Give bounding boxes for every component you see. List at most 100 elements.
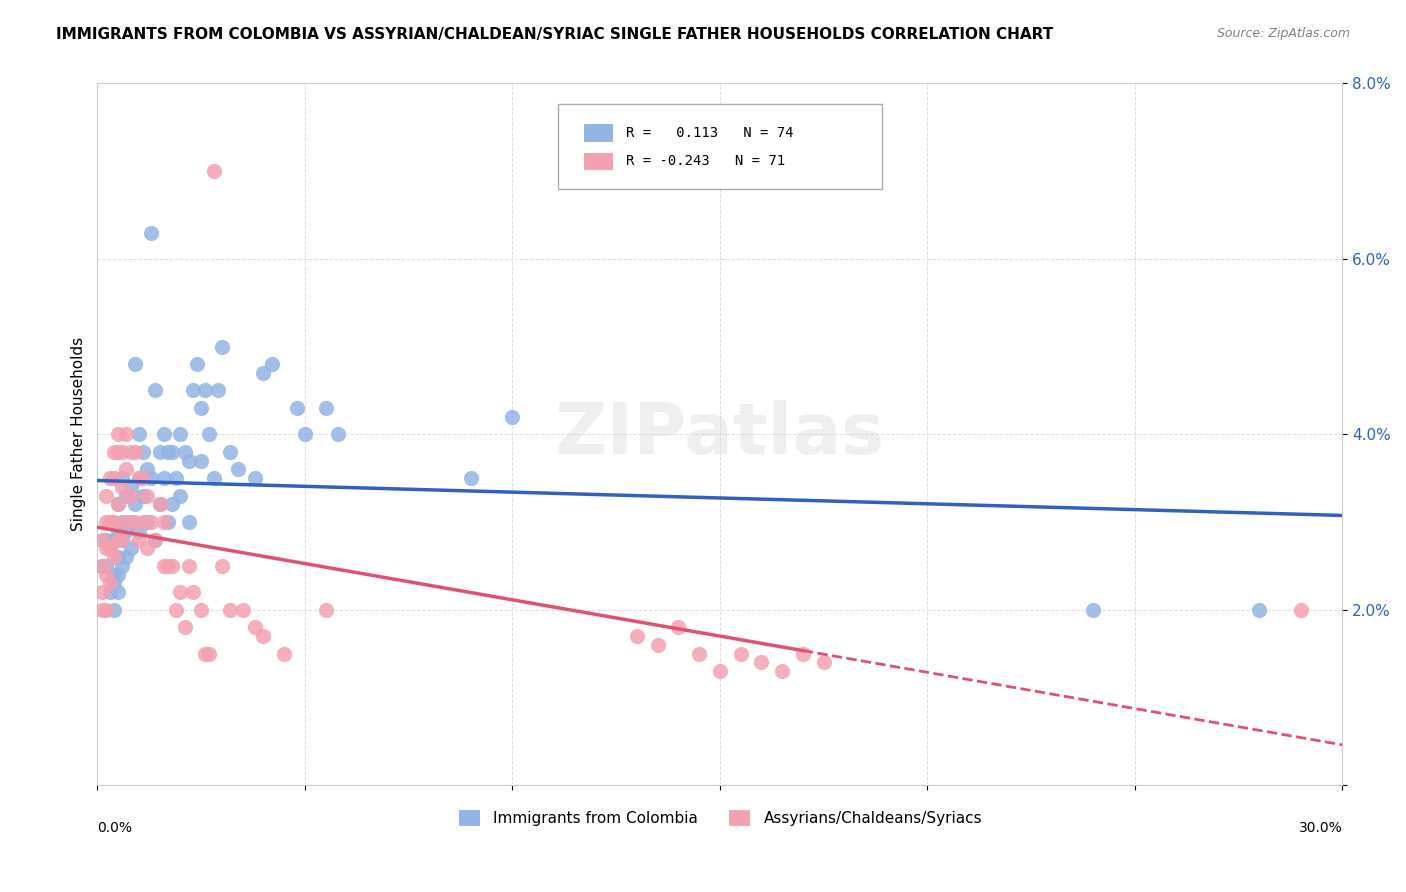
Text: ZIPatlas: ZIPatlas bbox=[555, 400, 884, 469]
Point bbox=[169, 585, 191, 599]
Point bbox=[98, 585, 121, 599]
Point bbox=[120, 445, 142, 459]
Point bbox=[103, 471, 125, 485]
Point bbox=[152, 427, 174, 442]
Point bbox=[136, 462, 159, 476]
Point bbox=[326, 427, 349, 442]
Point bbox=[156, 515, 179, 529]
Point bbox=[132, 445, 155, 459]
Point bbox=[149, 498, 172, 512]
Point bbox=[98, 576, 121, 591]
Point bbox=[94, 602, 117, 616]
Point bbox=[194, 384, 217, 398]
Point bbox=[94, 558, 117, 573]
Point bbox=[792, 647, 814, 661]
Point bbox=[169, 489, 191, 503]
Point bbox=[190, 453, 212, 467]
Point bbox=[128, 471, 150, 485]
Point bbox=[111, 533, 134, 547]
Point bbox=[198, 427, 221, 442]
Point bbox=[94, 489, 117, 503]
Point bbox=[90, 558, 112, 573]
Point bbox=[260, 357, 283, 371]
Point bbox=[94, 515, 117, 529]
Point bbox=[115, 427, 138, 442]
Point bbox=[1249, 602, 1271, 616]
Point bbox=[145, 533, 167, 547]
Point bbox=[107, 550, 129, 565]
Point bbox=[128, 533, 150, 547]
Point bbox=[115, 515, 138, 529]
Point bbox=[111, 480, 134, 494]
Point bbox=[132, 515, 155, 529]
Point bbox=[152, 558, 174, 573]
Point bbox=[190, 602, 212, 616]
Point bbox=[141, 226, 163, 240]
Point bbox=[666, 620, 689, 634]
Point bbox=[136, 515, 159, 529]
Point bbox=[145, 384, 167, 398]
Point bbox=[107, 533, 129, 547]
Point bbox=[115, 550, 138, 565]
Point bbox=[730, 647, 752, 661]
Point bbox=[181, 384, 204, 398]
Y-axis label: Single Father Households: Single Father Households bbox=[72, 337, 86, 532]
Point bbox=[232, 602, 254, 616]
Point bbox=[211, 558, 233, 573]
Point bbox=[181, 585, 204, 599]
Text: 0.0%: 0.0% bbox=[97, 821, 132, 835]
Point bbox=[136, 489, 159, 503]
Point bbox=[90, 533, 112, 547]
Point bbox=[173, 445, 195, 459]
Point bbox=[315, 401, 337, 415]
FancyBboxPatch shape bbox=[583, 152, 614, 171]
Point bbox=[90, 585, 112, 599]
Point bbox=[128, 524, 150, 538]
Point bbox=[243, 620, 266, 634]
Point bbox=[156, 445, 179, 459]
Point bbox=[194, 647, 217, 661]
Point bbox=[160, 445, 183, 459]
Point bbox=[165, 471, 187, 485]
Point bbox=[688, 647, 710, 661]
Point bbox=[94, 541, 117, 556]
Point bbox=[132, 489, 155, 503]
Point bbox=[219, 445, 242, 459]
Point bbox=[128, 427, 150, 442]
Point bbox=[202, 164, 225, 178]
Point bbox=[90, 558, 112, 573]
Point bbox=[647, 638, 669, 652]
Point bbox=[219, 602, 242, 616]
Point bbox=[111, 515, 134, 529]
Point bbox=[103, 602, 125, 616]
Point bbox=[160, 498, 183, 512]
Point bbox=[294, 427, 316, 442]
Point bbox=[94, 533, 117, 547]
Point bbox=[177, 558, 200, 573]
Point bbox=[107, 585, 129, 599]
Point bbox=[165, 602, 187, 616]
Point bbox=[813, 655, 835, 669]
Point bbox=[103, 533, 125, 547]
Text: 30.0%: 30.0% bbox=[1299, 821, 1343, 835]
Point bbox=[124, 498, 146, 512]
Point bbox=[98, 471, 121, 485]
Point bbox=[111, 445, 134, 459]
Text: Source: ZipAtlas.com: Source: ZipAtlas.com bbox=[1216, 27, 1350, 40]
Point bbox=[98, 541, 121, 556]
Point bbox=[173, 620, 195, 634]
Point bbox=[124, 515, 146, 529]
Point bbox=[198, 647, 221, 661]
Point bbox=[211, 340, 233, 354]
Point bbox=[115, 462, 138, 476]
Point bbox=[115, 524, 138, 538]
Point bbox=[124, 357, 146, 371]
Point bbox=[98, 541, 121, 556]
FancyBboxPatch shape bbox=[583, 123, 614, 143]
Point bbox=[243, 471, 266, 485]
Text: IMMIGRANTS FROM COLOMBIA VS ASSYRIAN/CHALDEAN/SYRIAC SINGLE FATHER HOUSEHOLDS CO: IMMIGRANTS FROM COLOMBIA VS ASSYRIAN/CHA… bbox=[56, 27, 1053, 42]
Point bbox=[169, 427, 191, 442]
Point bbox=[145, 533, 167, 547]
Point bbox=[460, 471, 482, 485]
Point bbox=[107, 524, 129, 538]
